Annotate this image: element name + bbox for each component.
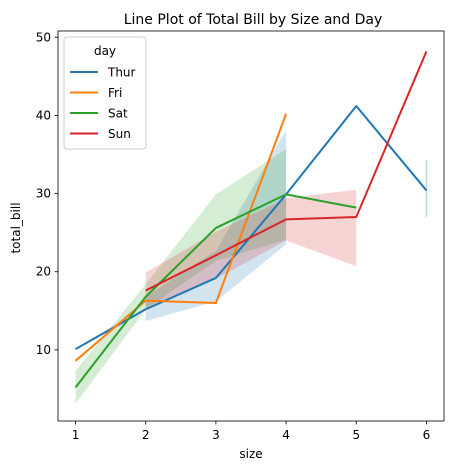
x-tick-label: 5 [352,428,360,442]
x-tick-label: 4 [282,428,290,442]
legend-label-sat: Sat [108,107,128,121]
x-tick-label: 1 [72,428,80,442]
y-axis-label: total_bill [9,202,23,253]
chart-title: Line Plot of Total Bill by Size and Day [124,12,383,28]
y-tick-label: 20 [36,265,51,279]
x-axis-label: size [239,447,262,461]
axes-frame [57,30,445,422]
series-line-thur [75,105,428,350]
legend: day Thur Fri Sat Sun [63,36,147,150]
x-tick-label: 2 [142,428,150,442]
legend-label-sun: Sun [108,127,131,141]
x-tick-label: 3 [212,428,220,442]
legend-box [63,36,147,150]
legend-label-thur: Thur [107,66,136,80]
ci-band-sat [75,149,287,404]
plot-area [74,50,428,404]
y-tick-label: 40 [36,108,51,122]
legend-title: day [94,44,116,58]
legend-label-fri: Fri [108,86,122,100]
x-tick-label: 6 [423,428,431,442]
y-tick-label: 50 [36,30,51,44]
y-tick-label: 10 [36,343,51,357]
axes: 1 2 3 4 5 6 10 20 30 40 50 [36,30,445,442]
series-line-sat [74,193,357,389]
y-tick-label: 30 [36,187,51,201]
series-line-sun [145,50,428,292]
series-line-fri [74,113,288,362]
